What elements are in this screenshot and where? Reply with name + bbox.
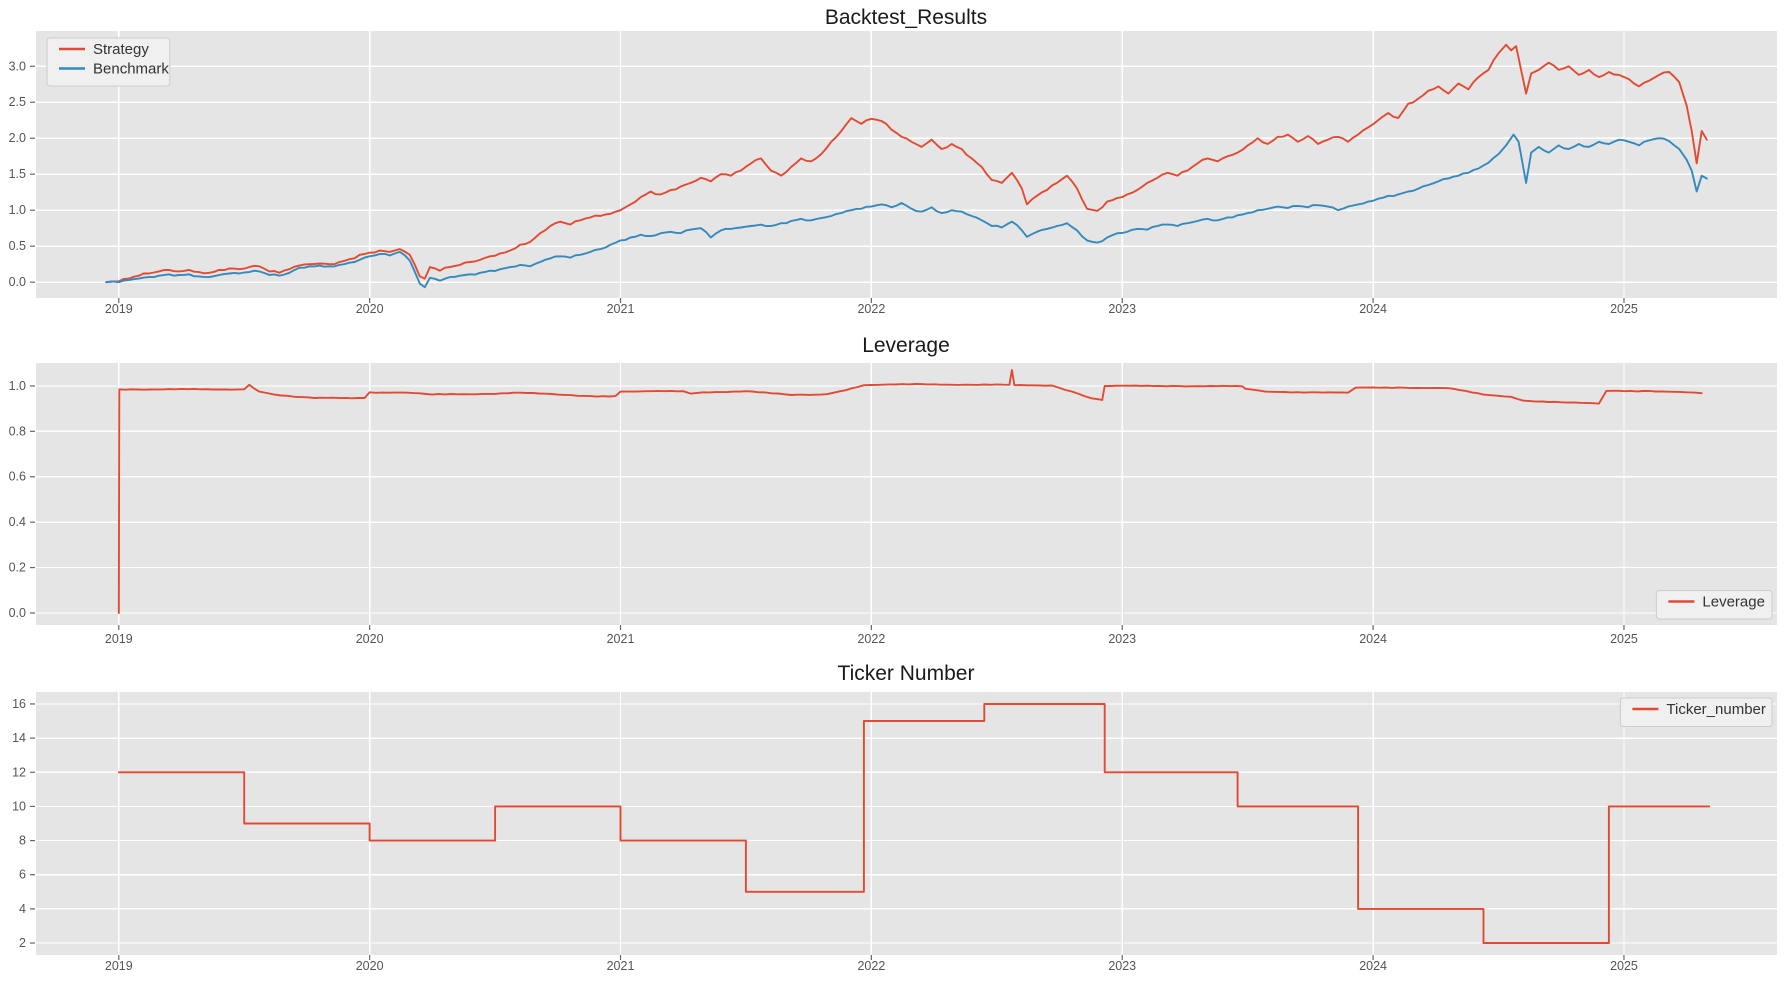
leverage-title: Leverage	[862, 334, 950, 357]
y-tick-label: 6	[19, 868, 26, 882]
y-tick-label: 0.0	[9, 275, 26, 289]
ticker-number-title: Ticker Number	[838, 662, 975, 685]
x-tick-label: 2023	[1108, 302, 1136, 316]
x-tick-label: 2024	[1359, 632, 1387, 646]
strategy-line	[105, 43, 1708, 284]
legend-label: Leverage	[1702, 594, 1765, 611]
y-tick-label: 3.0	[9, 59, 26, 73]
x-tick-label: 2022	[857, 302, 885, 316]
y-tick-label: 4	[19, 902, 26, 916]
y-tick-label: 0.6	[9, 470, 26, 484]
panel-ticker-number: 2019 2020 2021 2022 2023 2024 2025 2 4 6 8 10 12 14 16…	[12, 692, 1777, 973]
y-tick-label: 1.0	[9, 203, 26, 217]
x-tick-label: 2021	[607, 959, 635, 973]
plot-area	[36, 31, 1777, 298]
y-tick-label: 12	[12, 765, 26, 779]
y-tick-label: 0.4	[9, 515, 26, 529]
x-tick-label: 2020	[356, 302, 384, 316]
legend-label: Benchmark	[93, 61, 169, 78]
y-tick-label: 0.8	[9, 424, 26, 438]
x-tick-label: 2019	[105, 302, 133, 316]
y-tick-label: 10	[12, 799, 26, 813]
x-tick-label: 2024	[1359, 959, 1387, 973]
x-tick-label: 2023	[1108, 959, 1136, 973]
x-tick-label: 2020	[356, 959, 384, 973]
x-tick-label: 2025	[1610, 959, 1638, 973]
leverage-line	[117, 369, 1703, 614]
x-tick-label: 2022	[857, 632, 885, 646]
y-tick-label: 0.2	[9, 561, 26, 575]
y-tick-label: 0.0	[9, 606, 26, 620]
ticker-number-line	[117, 703, 1711, 944]
legend-box	[1655, 590, 1773, 620]
legend-box	[1619, 697, 1773, 727]
legend-label: Ticker_number	[1666, 701, 1765, 718]
panel-leverage: 2019 2020 2021 2022 2023 2024 2025 0.0 0.2 0.4 0.6…	[9, 363, 1777, 646]
x-tick-label: 2019	[105, 959, 133, 973]
y-tick-label: 8	[19, 834, 26, 848]
x-tick-label: 2023	[1108, 632, 1136, 646]
benchmark-line	[105, 133, 1708, 289]
y-tick-label: 2.0	[9, 131, 26, 145]
y-tick-label: 0.5	[9, 239, 26, 253]
x-tick-label: 2021	[607, 632, 635, 646]
x-tick-label: 2025	[1610, 632, 1638, 646]
x-tick-label: 2024	[1359, 302, 1387, 316]
y-tick-label: 16	[12, 697, 26, 711]
plot-area	[36, 363, 1777, 625]
x-tick-label: 2022	[857, 959, 885, 973]
y-tick-label: 1.0	[9, 379, 26, 393]
legend-label: Strategy	[93, 41, 149, 58]
y-tick-label: 14	[12, 731, 26, 745]
x-tick-label: 2019	[105, 632, 133, 646]
x-tick-label: 2020	[356, 632, 384, 646]
x-tick-label: 2021	[607, 302, 635, 316]
y-tick-label: 1.5	[9, 167, 26, 181]
backtest-results-title: Backtest_Results	[825, 6, 987, 29]
panel-backtest-results: 2019 2020 2021 2022 2023 2024 2025 0.0 0.5 1.0 1.5…	[9, 31, 1777, 316]
y-tick-label: 2.5	[9, 95, 26, 109]
y-tick-label: 2	[19, 936, 26, 950]
x-tick-label: 2025	[1610, 302, 1638, 316]
